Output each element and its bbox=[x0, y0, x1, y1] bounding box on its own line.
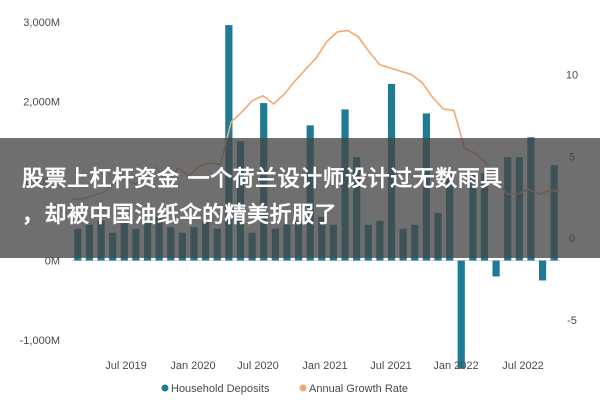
legend-label-household-deposits: Household Deposits bbox=[171, 383, 270, 395]
x-tick-label: Jul 2019 bbox=[105, 360, 147, 372]
overlay-banner bbox=[0, 138, 600, 258]
bar bbox=[492, 260, 500, 277]
y-right-tick-label: 10 bbox=[566, 70, 578, 82]
banner-headline-line-1: 股票上杠杆资金 一个荷兰设计师设计过无数雨具 bbox=[22, 167, 503, 192]
y-left-tick-label: 2,000M bbox=[23, 96, 60, 108]
banner-headline[interactable]: 股票上杠杆资金 一个荷兰设计师设计过无数雨具 ，却被中国油纸伞的精美折服了 bbox=[22, 162, 582, 234]
x-axis: Jul 2019 Jan 2020 Jul 2020 Jan 2021 Jul 2021… bbox=[105, 360, 544, 372]
bar bbox=[538, 260, 547, 281]
banner-headline-line-2: ，却被中国油纸伞的精美折服了 bbox=[22, 203, 338, 228]
y-right-tick-label: -5 bbox=[567, 315, 577, 327]
y-left-tick-label: 0M bbox=[45, 256, 60, 268]
y-left-tick-label: 3,000M bbox=[23, 17, 60, 29]
x-tick-label: Jan 2021 bbox=[302, 360, 347, 372]
x-tick-label: Jan 2020 bbox=[170, 360, 215, 372]
y-left-tick-label: -1,000M bbox=[20, 335, 60, 347]
x-tick-label: Jan 2022 bbox=[433, 360, 478, 372]
legend-marker-annual-growth-rate bbox=[299, 384, 307, 392]
legend-label-annual-growth-rate: Annual Growth Rate bbox=[309, 383, 408, 395]
legend-marker-household-deposits bbox=[161, 384, 169, 392]
bar bbox=[457, 260, 465, 369]
legend: Household Deposits Annual Growth Rate bbox=[161, 383, 408, 395]
x-tick-label: Jul 2021 bbox=[370, 360, 412, 372]
x-tick-label: Jul 2020 bbox=[237, 360, 279, 372]
x-tick-label: Jul 2022 bbox=[502, 360, 544, 372]
